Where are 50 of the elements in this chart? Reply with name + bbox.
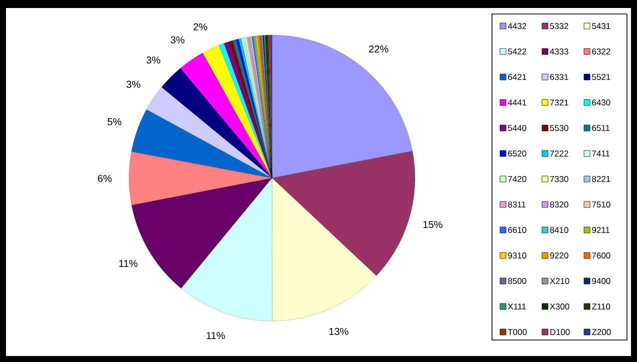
legend-label: 6520 xyxy=(508,150,526,157)
data-label: 2% xyxy=(194,23,208,30)
legend-label: 9211 xyxy=(592,226,610,234)
legend-label: 6511 xyxy=(592,124,610,132)
legend-label: 8410 xyxy=(550,226,568,234)
legend-label: 5440 xyxy=(508,124,526,132)
legend-label: 7222 xyxy=(550,150,568,156)
legend-label: X111 xyxy=(508,304,526,310)
data-label: 3% xyxy=(126,80,140,88)
legend-label: T000 xyxy=(508,329,527,336)
data-label: 3% xyxy=(170,36,184,44)
legend-label: 6421 xyxy=(508,74,526,80)
legend-label: 8500 xyxy=(508,278,526,284)
legend-label: 5530 xyxy=(550,124,568,132)
data-label: 11% xyxy=(206,332,225,340)
legend-label: 8320 xyxy=(550,201,568,208)
legend-label: 7411 xyxy=(592,150,610,156)
legend-label: 6322 xyxy=(592,48,610,54)
legend-label: 4333 xyxy=(550,48,568,54)
legend-label: X210 xyxy=(550,278,570,284)
legend-label: 6610 xyxy=(508,226,526,234)
legend-label: 6331 xyxy=(550,74,568,80)
legend-label: 7600 xyxy=(592,252,610,259)
legend-label: 7330 xyxy=(550,176,568,182)
data-label: 13% xyxy=(329,328,348,335)
data-label: 3% xyxy=(146,56,160,64)
legend-label: 9400 xyxy=(592,278,610,284)
legend-label: X300 xyxy=(550,304,570,310)
legend-label: 8311 xyxy=(508,201,526,208)
legend-label: 5422 xyxy=(508,48,526,54)
data-label: 6% xyxy=(98,174,112,182)
legend-label: Z200 xyxy=(592,329,611,336)
legend-label: 5521 xyxy=(592,74,610,80)
legend-label: Z110 xyxy=(592,304,610,310)
legend-label: 6430 xyxy=(592,99,610,106)
legend-label: 4432 xyxy=(508,22,526,29)
legend-label: 4441 xyxy=(508,100,526,106)
data-label: 5% xyxy=(108,118,122,126)
legend-label: D100 xyxy=(550,329,570,336)
legend-label: 5431 xyxy=(592,22,610,29)
data-label: 15% xyxy=(423,221,442,228)
data-label: 11% xyxy=(119,260,138,267)
legend-label: 7321 xyxy=(550,99,568,106)
legend-label: 9220 xyxy=(550,252,568,259)
legend-label: 7510 xyxy=(592,201,610,208)
legend-label: 8221 xyxy=(592,176,610,182)
legend-label: 9310 xyxy=(508,252,526,259)
data-label: 22% xyxy=(369,46,388,53)
legend-label: 5332 xyxy=(550,22,568,29)
legend-label: 7420 xyxy=(508,176,526,182)
